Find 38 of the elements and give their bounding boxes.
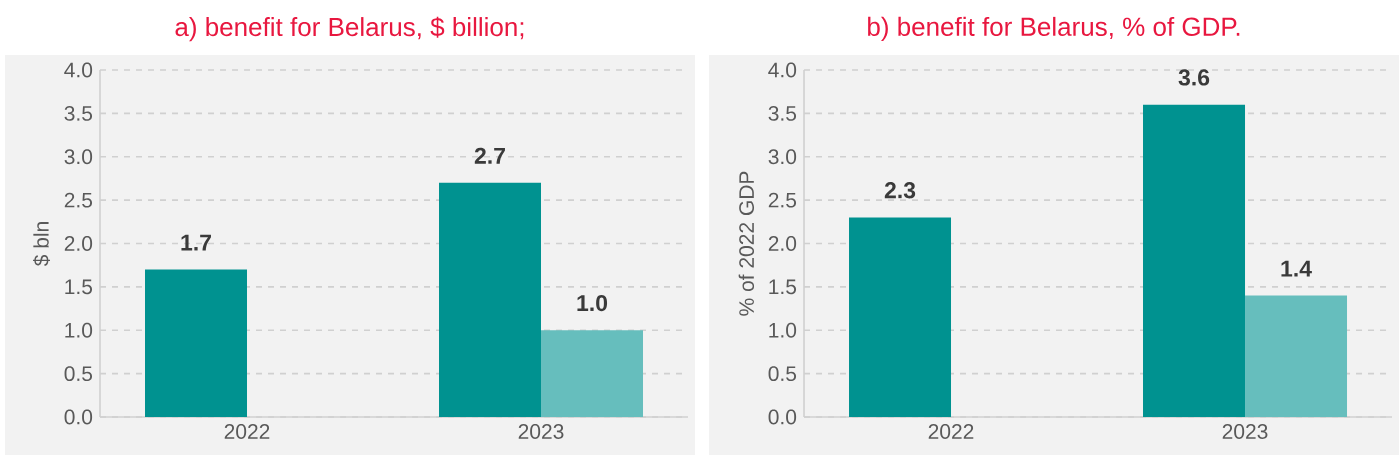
bar [1245, 295, 1348, 417]
bar [541, 330, 644, 417]
y-tick-label: 0.5 [768, 366, 797, 382]
bar [849, 217, 952, 417]
y-tick-label: 2.0 [64, 236, 93, 251]
y-tick-label: 3.5 [64, 105, 93, 121]
data-label: 3.6 [1178, 69, 1210, 86]
x-tick-label: 2022 [224, 424, 270, 439]
y-tick-label: 1.5 [769, 279, 797, 295]
y-tick-label: 1.0 [65, 322, 93, 338]
bar [145, 269, 248, 417]
x-tick-label: 2023 [1222, 424, 1268, 439]
y-tick-label: 4.0 [64, 62, 93, 78]
y-tick-label: 0.5 [64, 366, 93, 382]
y-tick-label: 3.5 [768, 105, 797, 121]
data-label: 2.7 [474, 147, 505, 164]
data-label: 1.7 [181, 234, 211, 251]
y-axis-title: $ bln [33, 222, 50, 267]
y-axis-title: % of 2022 GDP [738, 171, 755, 316]
data-label: 1.0 [577, 294, 608, 312]
bar [439, 182, 541, 417]
y-tick-label: 3.0 [64, 149, 93, 165]
data-label: 2.3 [884, 182, 916, 199]
y-tick-label: 2.5 [64, 192, 93, 208]
chart-title: a) benefit for Belarus, $ billion; [175, 16, 524, 42]
data-label: 1.4 [1281, 260, 1312, 277]
bar [1143, 104, 1246, 417]
x-tick-label: 2022 [928, 424, 974, 439]
x-tick-label: 2023 [518, 424, 564, 439]
y-tick-label: 1.0 [769, 322, 797, 338]
y-tick-label: 4.0 [768, 62, 797, 78]
chart-title: b) benefit for Belarus, % of GDP. [868, 16, 1240, 42]
y-tick-label: 2.0 [768, 236, 797, 251]
y-tick-label: 0.0 [64, 409, 93, 425]
y-tick-label: 0.0 [768, 409, 797, 425]
y-tick-label: 2.5 [768, 192, 797, 208]
y-tick-label: 3.0 [768, 149, 797, 165]
y-tick-label: 1.5 [65, 279, 93, 295]
